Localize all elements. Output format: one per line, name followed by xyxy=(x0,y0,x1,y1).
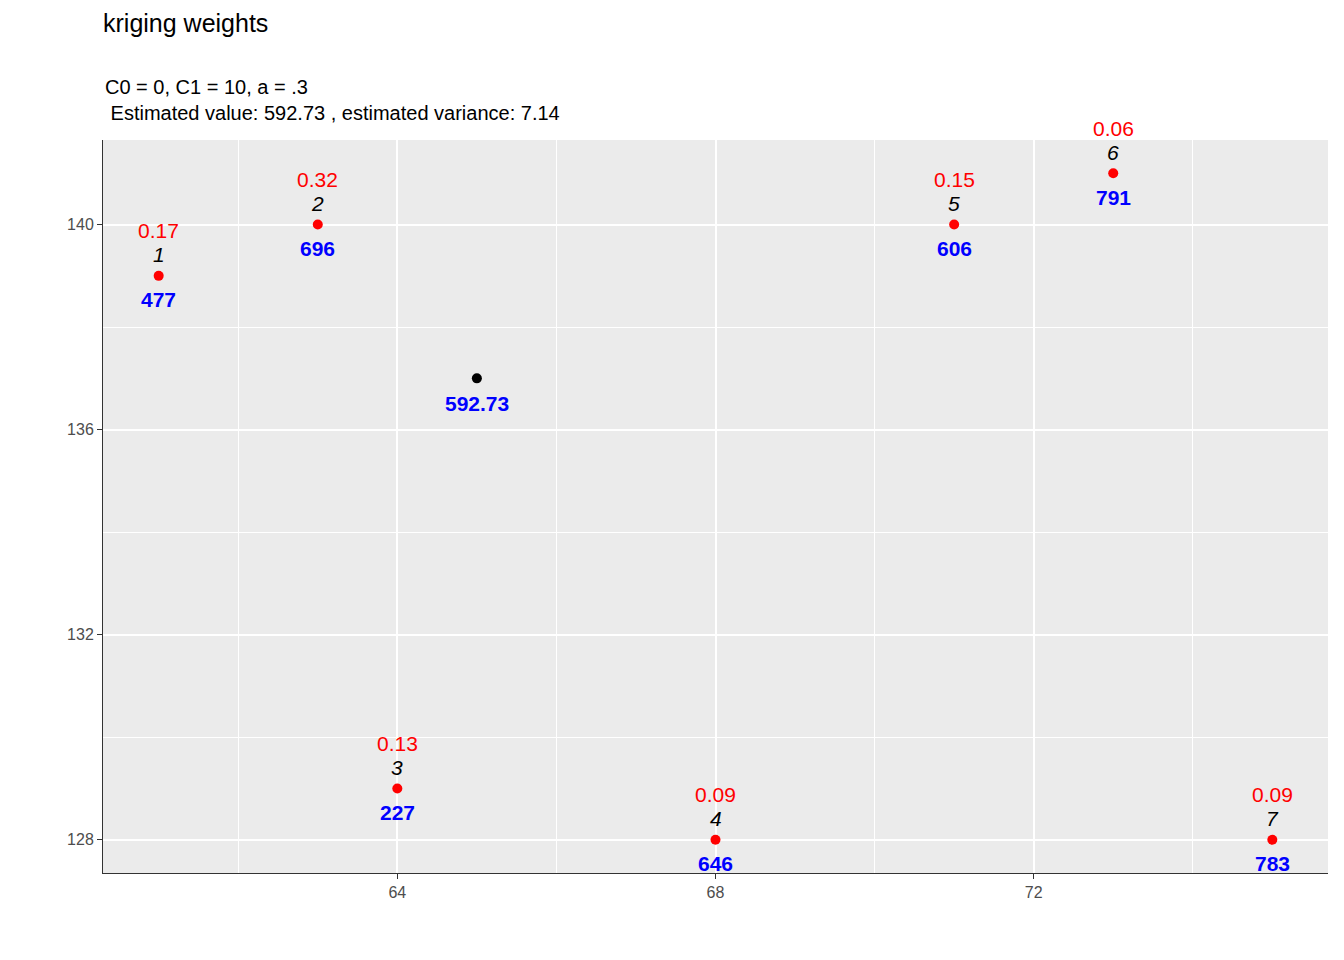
svg-text:7: 7 xyxy=(1266,807,1279,830)
svg-text:64: 64 xyxy=(388,884,406,901)
svg-text:0.06: 0.06 xyxy=(1093,117,1134,140)
svg-text:5: 5 xyxy=(948,192,960,215)
svg-text:128: 128 xyxy=(67,831,94,848)
svg-text:136: 136 xyxy=(67,421,94,438)
svg-text:592.73: 592.73 xyxy=(445,392,509,415)
svg-text:kriging weights: kriging weights xyxy=(103,9,268,37)
svg-text:68: 68 xyxy=(707,884,725,901)
svg-text:4: 4 xyxy=(710,807,722,830)
svg-text:783: 783 xyxy=(1255,852,1290,875)
svg-text:477: 477 xyxy=(141,288,176,311)
svg-text:0.09: 0.09 xyxy=(1252,783,1293,806)
svg-text:0.09: 0.09 xyxy=(695,783,736,806)
svg-text:0.17: 0.17 xyxy=(138,219,179,242)
svg-text:3: 3 xyxy=(391,756,403,779)
svg-text:132: 132 xyxy=(67,626,94,643)
svg-text:2: 2 xyxy=(311,192,324,215)
svg-text:0.13: 0.13 xyxy=(377,732,418,755)
svg-text:140: 140 xyxy=(67,216,94,233)
svg-text:6: 6 xyxy=(1107,141,1119,164)
svg-text:1: 1 xyxy=(153,243,165,266)
svg-text:696: 696 xyxy=(300,237,335,260)
svg-text:791: 791 xyxy=(1096,186,1131,209)
svg-text:0.15: 0.15 xyxy=(934,168,975,191)
svg-text:227: 227 xyxy=(380,801,415,824)
svg-text:C0 = 0, C1 = 10, a = .3 Estima: C0 = 0, C1 = 10, a = .3 Estimated value:… xyxy=(105,76,560,124)
svg-text:72: 72 xyxy=(1025,884,1043,901)
svg-text:0.32: 0.32 xyxy=(297,168,338,191)
svg-text:646: 646 xyxy=(698,852,733,875)
svg-text:606: 606 xyxy=(937,237,972,260)
